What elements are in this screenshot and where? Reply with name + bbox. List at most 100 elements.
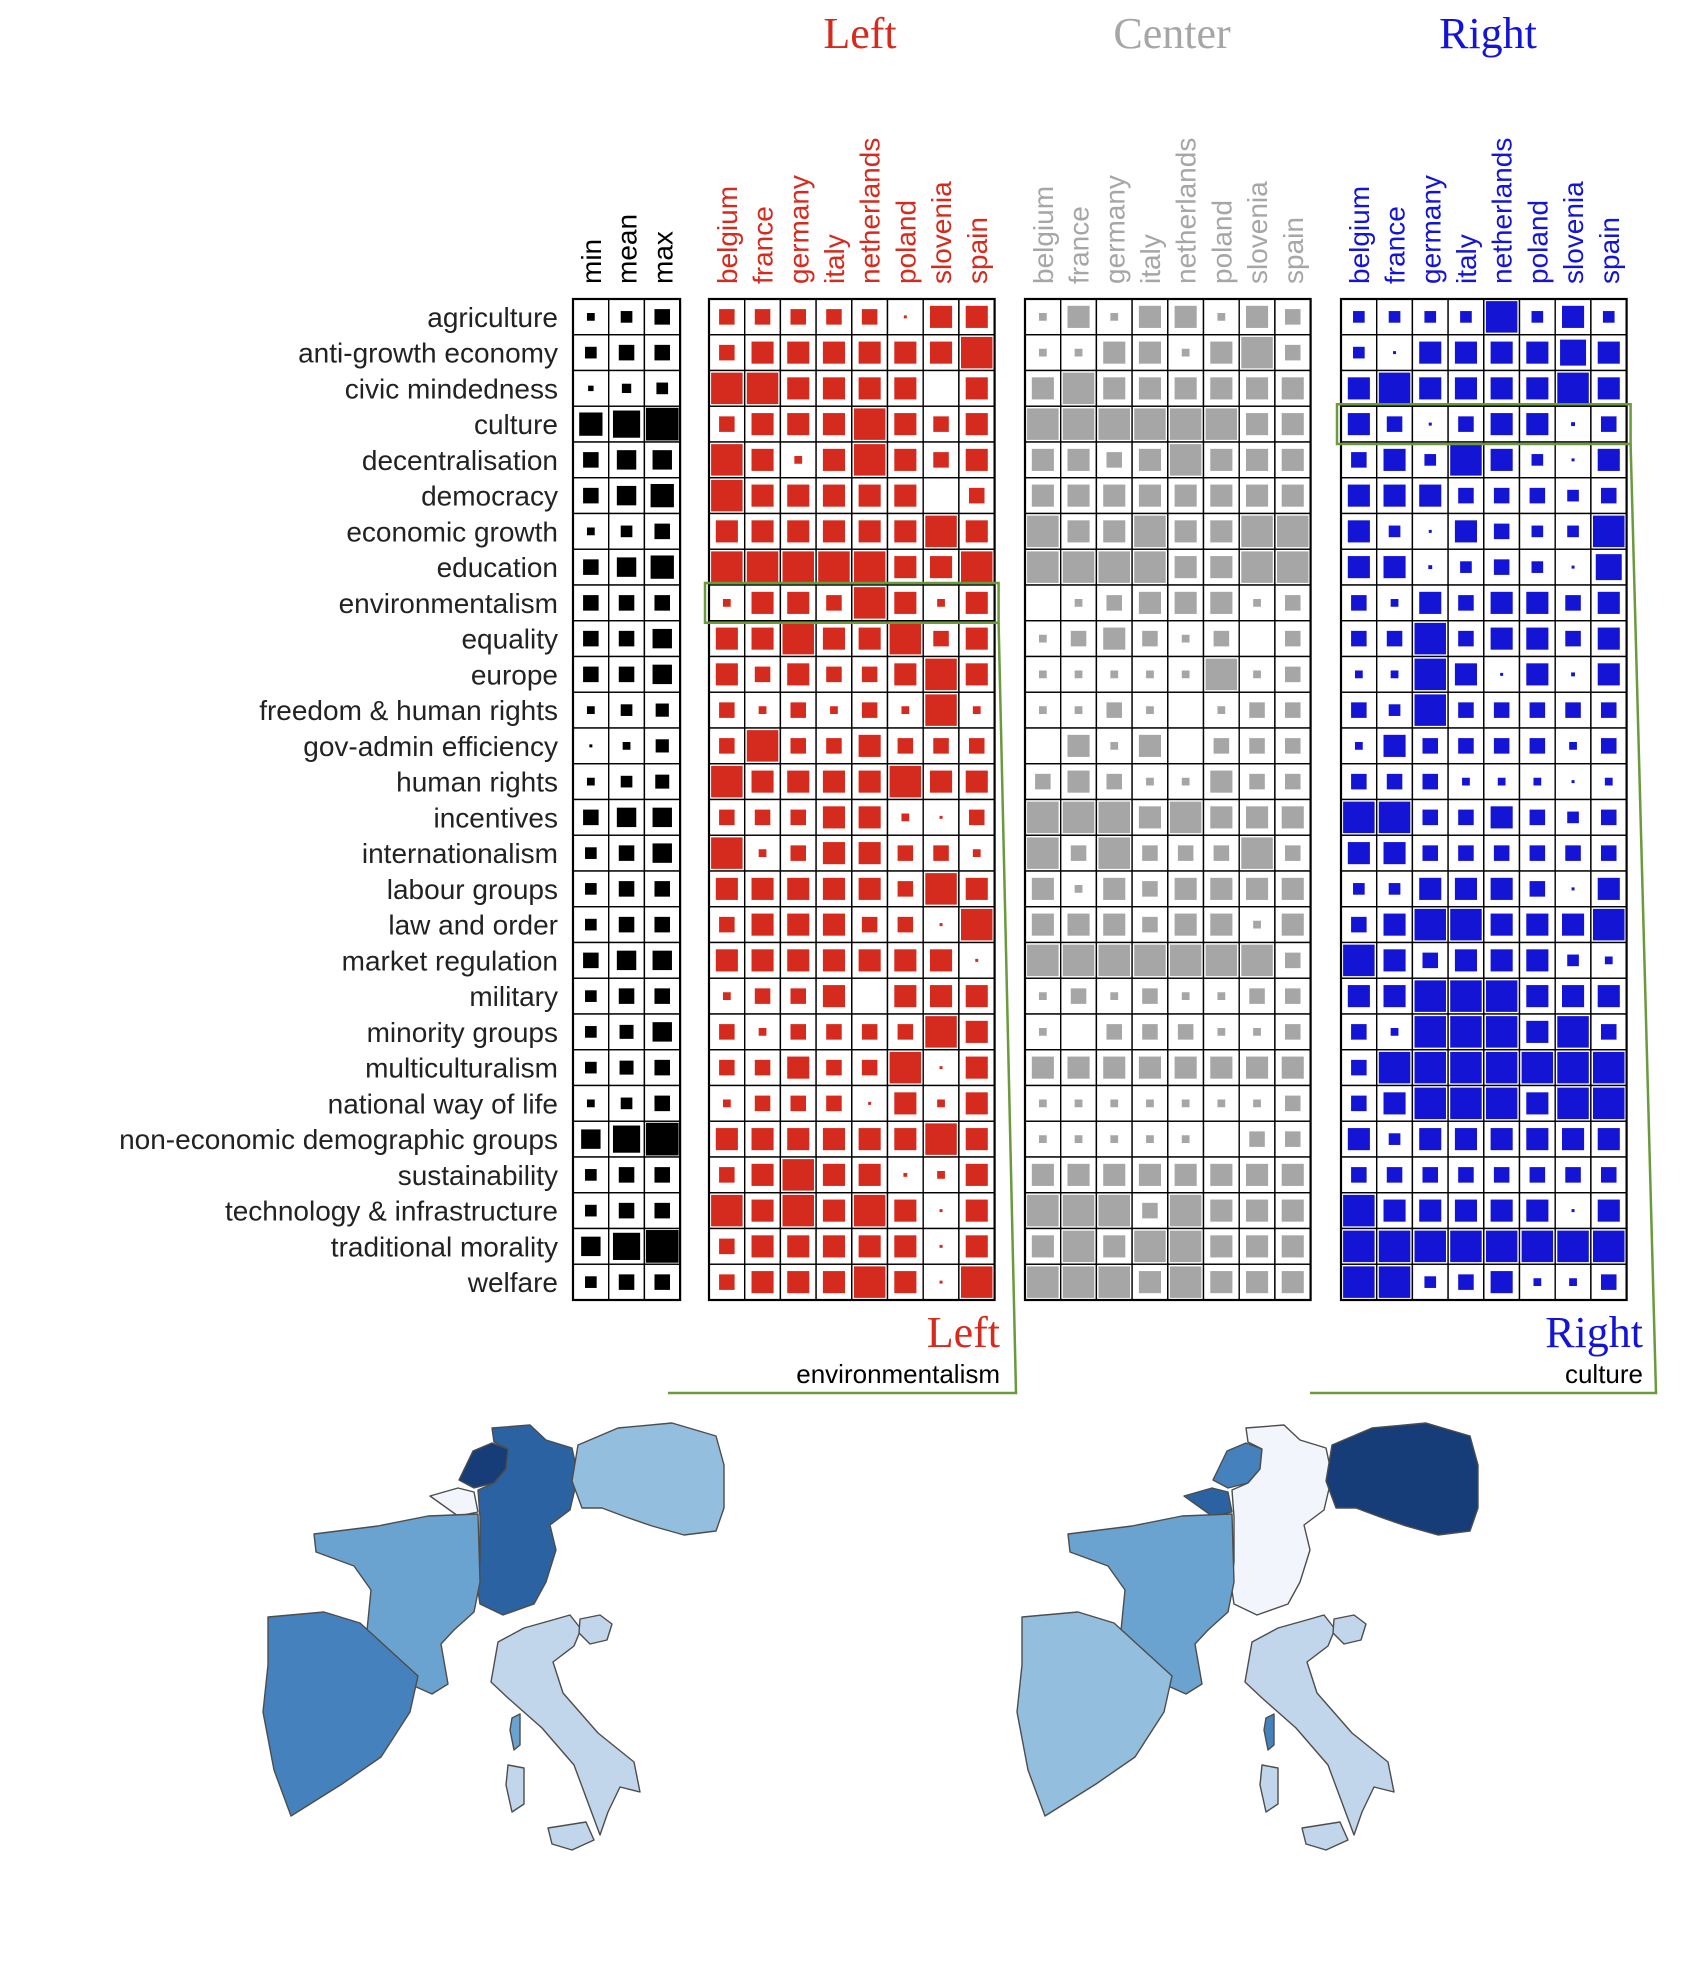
glyph-center (1061, 550, 1096, 585)
glyph-center (1146, 777, 1154, 786)
glyph-right (1493, 559, 1510, 575)
glyph-right (1531, 561, 1544, 573)
glyph-right (1386, 630, 1403, 647)
glyph-summary (618, 1167, 635, 1183)
glyph-left (861, 666, 878, 683)
glyph-right (1493, 1167, 1510, 1183)
glyph-center (1132, 1229, 1167, 1264)
glyph-left (852, 1193, 887, 1228)
glyph-summary (579, 412, 603, 436)
glyph-center (1142, 1202, 1158, 1219)
glyph-summary (655, 739, 669, 753)
glyph-right (1497, 777, 1506, 786)
glyph-left (750, 483, 775, 508)
map-region-sicily (547, 1821, 595, 1851)
column-label-spain: spain (1594, 217, 1625, 284)
glyph-right (1458, 595, 1474, 611)
glyph-center (1204, 407, 1239, 442)
glyph-center (1137, 805, 1163, 830)
glyph-center (1217, 1027, 1226, 1036)
glyph-center (1284, 595, 1301, 611)
glyph-center (1097, 1193, 1132, 1228)
glyph-left (750, 1126, 775, 1152)
glyph-left (972, 706, 981, 715)
glyph-right (1600, 738, 1617, 754)
glyph-center (1284, 666, 1301, 683)
glyph-summary (654, 988, 671, 1004)
glyph-right (1489, 805, 1514, 830)
glyph-right (1596, 1126, 1621, 1152)
glyph-summary (583, 809, 599, 826)
glyph-right (1556, 1014, 1590, 1049)
glyph-center (1249, 988, 1265, 1004)
glyph-right (1382, 948, 1407, 973)
glyph-center (1038, 312, 1047, 321)
glyph-right (1422, 845, 1439, 861)
glyph-right (1413, 1229, 1448, 1264)
glyph-left (868, 1101, 872, 1105)
glyph-center (1244, 304, 1270, 330)
glyph-right (1489, 912, 1514, 937)
glyph-center (1249, 1131, 1265, 1147)
glyph-right (1428, 422, 1432, 426)
glyph-right (1591, 514, 1626, 549)
glyph-right (1596, 876, 1621, 902)
glyph-summary (589, 744, 593, 748)
glyph-summary (620, 525, 633, 538)
glyph-right (1377, 1229, 1412, 1264)
glyph-center (1146, 1135, 1154, 1144)
glyph-right (1351, 773, 1367, 790)
glyph-right (1489, 411, 1514, 437)
glyph-center (1244, 805, 1270, 830)
glyph-summary (654, 916, 671, 933)
glyph-right (1390, 598, 1399, 607)
glyph-center (1209, 554, 1234, 580)
glyph-center (1244, 447, 1270, 473)
glyph-center (1142, 630, 1158, 647)
glyph-right (1571, 887, 1575, 891)
glyph-summary (585, 1204, 597, 1217)
glyph-center (1181, 670, 1190, 679)
group-title-left: Left (823, 9, 896, 58)
map-region-france (1067, 1513, 1235, 1695)
highlight-connector-left (668, 622, 1018, 1395)
glyph-left (857, 733, 882, 759)
glyph-left (719, 1059, 735, 1076)
glyph-right (1565, 595, 1581, 611)
glyph-left (964, 376, 989, 401)
glyph-center (1284, 1095, 1301, 1112)
glyph-summary (620, 704, 633, 716)
glyph-left (893, 1234, 918, 1259)
glyph-center (1066, 733, 1091, 759)
glyph-right (1351, 1024, 1367, 1040)
glyph-summary (586, 777, 595, 786)
glyph-left (758, 706, 767, 715)
topic-label: human rights (396, 767, 558, 798)
map-left-environmentalism (262, 1422, 725, 1851)
glyph-center (1061, 1265, 1096, 1300)
glyph-right (1489, 1269, 1514, 1295)
topic-label: agriculture (427, 302, 558, 333)
glyph-left (861, 702, 878, 718)
glyph-right (1453, 340, 1479, 365)
cell-frame (1202, 1120, 1240, 1158)
highlight-label-left: Left (927, 1308, 1000, 1357)
glyph-left (709, 371, 744, 406)
glyph-right (1428, 565, 1433, 570)
glyph-left (781, 1157, 816, 1192)
glyph-center (1280, 1198, 1305, 1223)
glyph-center (1074, 348, 1083, 357)
glyph-right (1604, 956, 1613, 965)
glyph-right (1531, 454, 1544, 466)
glyph-summary (612, 1232, 641, 1260)
glyph-left (750, 447, 775, 473)
glyph-center (1209, 340, 1234, 365)
cell-frame (1375, 1013, 1414, 1051)
glyph-center (1168, 442, 1203, 477)
glyph-right (1600, 1274, 1617, 1290)
glyph-summary (585, 346, 597, 359)
glyph-right (1346, 983, 1372, 1009)
glyph-center (1173, 1162, 1198, 1188)
glyph-right (1386, 416, 1403, 432)
glyph-center (1137, 590, 1163, 616)
